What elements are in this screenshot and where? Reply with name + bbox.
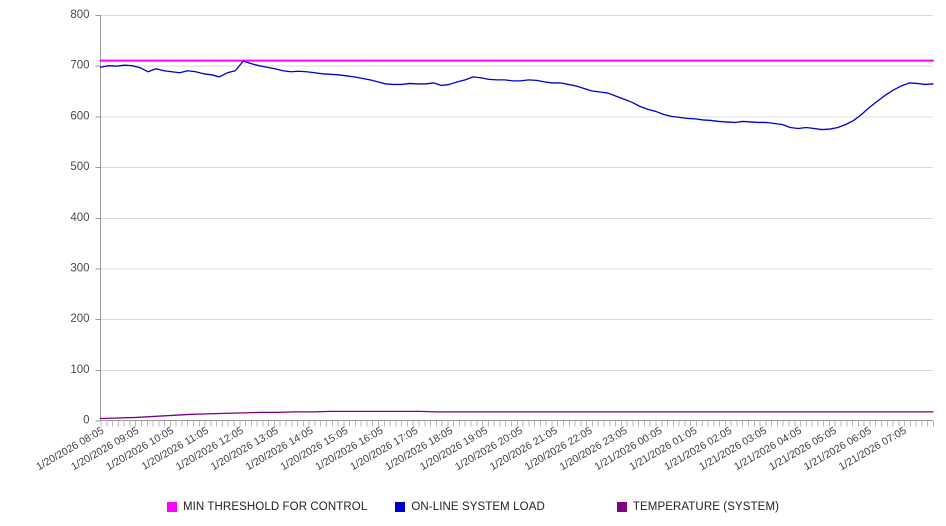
y-tick-label: 100: [70, 364, 89, 376]
y-tick-label: 300: [70, 262, 89, 274]
x-axis-labels: 1/20/2026 08:051/20/2026 09:051/20/2026 …: [34, 425, 908, 473]
y-tick-label: 0: [83, 415, 89, 427]
legend-item[interactable]: ON-LINE SYSTEM LOAD: [395, 501, 545, 513]
y-tick-label: 200: [70, 313, 89, 325]
y-tick-label: 400: [70, 212, 89, 224]
series-line-1: [99, 60, 934, 131]
gridlines: [100, 15, 933, 371]
y-tick-label: 700: [70, 60, 89, 72]
x-axis-minor-ticks: [100, 420, 934, 427]
y-axis-ticks: [95, 15, 101, 422]
y-tick-label: 500: [70, 161, 89, 173]
y-tick-label: 800: [70, 9, 89, 21]
legend-item[interactable]: TEMPERATURE (SYSTEM): [616, 501, 780, 513]
y-tick-label: 600: [70, 110, 89, 122]
legend-label: TEMPERATURE (SYSTEM): [632, 501, 780, 513]
series-line-2: [99, 410, 934, 420]
legend-label: ON-LINE SYSTEM LOAD: [411, 501, 545, 513]
legend-swatch-icon: [395, 502, 406, 512]
legend-item[interactable]: MIN THRESHOLD FOR CONTROL: [166, 501, 368, 513]
y-axis-labels: 0 100 200 300 400 500 600 700 800: [70, 9, 89, 427]
data-series: [99, 59, 934, 420]
chart-legend: MIN THRESHOLD FOR CONTROL ON-LINE SYSTEM …: [0, 495, 946, 519]
legend-label: MIN THRESHOLD FOR CONTROL: [182, 501, 368, 513]
legend-swatch-icon: [166, 502, 177, 512]
legend-swatch-icon: [616, 502, 627, 512]
